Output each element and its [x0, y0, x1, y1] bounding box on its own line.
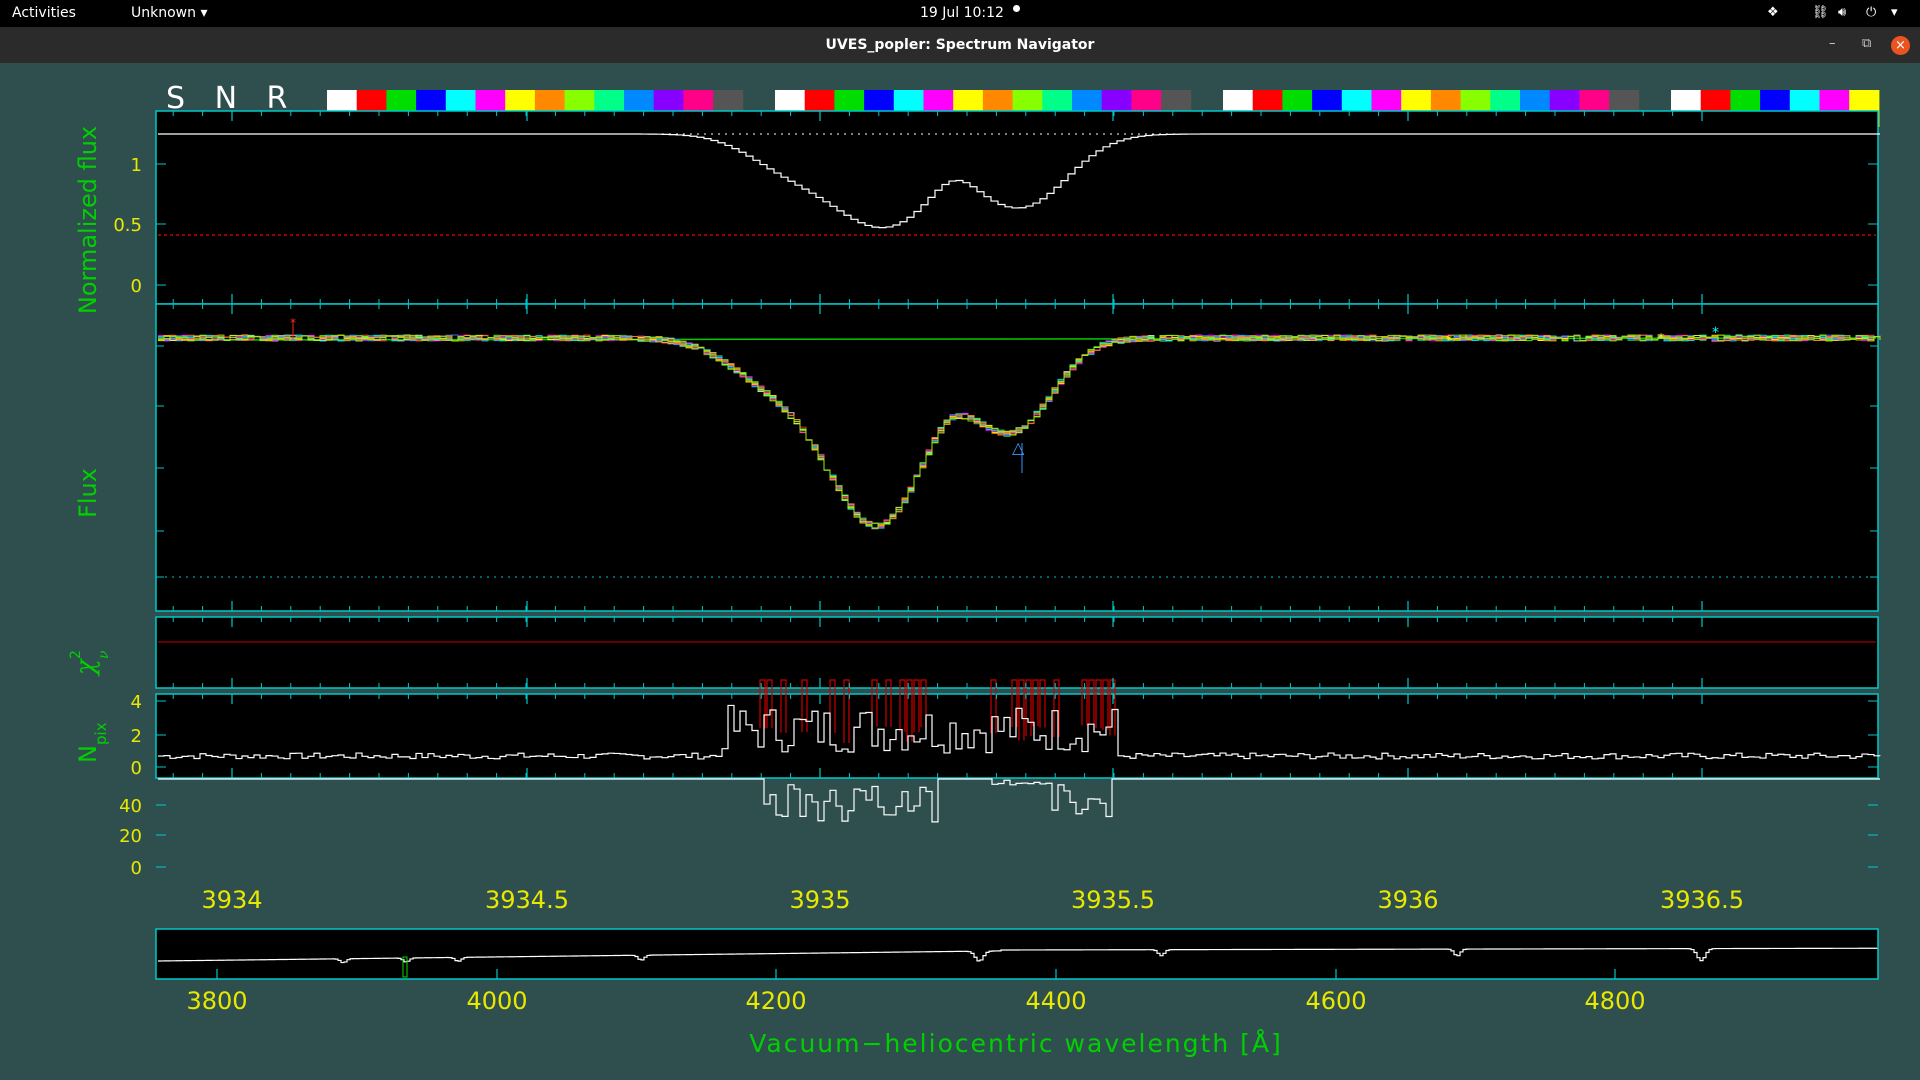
zoom-x-tick-label: 3936 [1377, 886, 1438, 914]
power-icon[interactable]: ⏻ [1866, 5, 1877, 20]
chi2-clipped-bar [843, 679, 850, 743]
flux-panel[interactable] [155, 303, 1879, 612]
chi2-clipped-bar [766, 679, 773, 729]
npix-y-tick-label: 0 [131, 858, 142, 879]
zoom-x-tick-label: 3934.5 [485, 886, 569, 914]
npix-trace [158, 778, 1880, 823]
chi2-clipped-bar [920, 679, 927, 728]
overview-x-tick-label: 4000 [466, 987, 527, 1015]
npix-axis-label: N pix [74, 722, 110, 763]
flux-axis-label: Flux [74, 468, 102, 518]
overview-panel[interactable] [155, 928, 1879, 980]
chi2-clipped-bar [1025, 679, 1032, 736]
chi2-y-tick-label: 0 [131, 758, 142, 779]
snr-label: S N R [166, 81, 297, 116]
zoom-x-tick-label: 3936.5 [1660, 886, 1744, 914]
chi2-clipped-bar [1011, 679, 1018, 728]
norm-y-tick-label: 0.5 [113, 215, 142, 236]
app-menu-button[interactable]: Unknown ▾ [131, 5, 207, 21]
flux-traces [158, 334, 1881, 530]
chi2-clipped-bar [1039, 679, 1046, 728]
chi2-clipped-bar [990, 679, 997, 734]
chi2-subscript: ν [96, 650, 112, 659]
chi2-y-tick-label: 4 [131, 692, 142, 713]
npix-y-tick-label: 20 [119, 826, 142, 847]
chi2-clipped-bar [759, 679, 766, 729]
overview-x-tick-label: 4800 [1584, 987, 1645, 1015]
overview-spectrum-trace [158, 947, 1878, 964]
chi2-clipped-bar [1053, 679, 1060, 738]
chi2-clipped-bar [1032, 679, 1039, 727]
close-icon[interactable]: × [1891, 36, 1910, 55]
volume-icon[interactable]: 🔊︎ [1838, 5, 1847, 20]
cyan-asterisk-marker: * [1712, 325, 1719, 341]
chi2-clipped-bar [1081, 679, 1088, 726]
chi2-clipped-bar [1102, 679, 1109, 730]
yellow-asterisk-marker: * [1446, 333, 1452, 347]
normalized-flux-trace [158, 133, 1880, 229]
chi2-clipped-bars [759, 679, 1116, 743]
minimize-icon[interactable]: – [1829, 36, 1836, 51]
overview-x-tick-label: 4400 [1025, 987, 1086, 1015]
chi2-panel[interactable] [155, 616, 1879, 689]
gnome-top-bar: Activities Unknown ▾ 19 Jul 10:12 ❖ ⛓ 🔊︎… [0, 0, 1920, 27]
chi2-clipped-bar [871, 679, 878, 727]
overview-x-tick-label: 4600 [1305, 987, 1366, 1015]
zoom-x-tick-label: 3935.5 [1071, 886, 1155, 914]
window-title: UVES_popler: Spectrum Navigator [825, 37, 1095, 53]
chi2-clipped-bar [899, 679, 906, 732]
chi2-clipped-bar [780, 679, 787, 733]
spectrum-navigator-canvas[interactable]: S N R * * * * △ 3934 3934.5 3935 3935.5 3936… [0, 63, 1920, 1080]
norm-y-tick-label: 0 [131, 276, 142, 297]
chevron-down-icon: ▾ [200, 5, 208, 21]
chi2-axis-label: χ ν 2 [68, 650, 112, 677]
chi2-clipped-bar [829, 679, 836, 733]
dropbox-icon[interactable]: ❖ [1767, 5, 1779, 20]
chi2-clipped-bar [1018, 679, 1025, 741]
app-menu-label: Unknown [131, 5, 196, 21]
chi2-symbol: χ [71, 657, 101, 677]
chi2-clipped-bar [913, 679, 920, 733]
chi2-superscript: 2 [68, 650, 84, 659]
overview-x-tick-label: 3800 [186, 987, 247, 1015]
flux-exposure-trace [158, 334, 1881, 529]
restore-icon[interactable]: ⧉ [1862, 36, 1872, 51]
npix-y-tick-label: 40 [119, 796, 142, 817]
wavelength-axis-label: Vacuum−heliocentric wavelength [Å] [749, 1029, 1283, 1058]
annotation-markers: * * * * △ [290, 316, 1719, 473]
chi2-clipped-bar [906, 679, 913, 742]
chi2-clipped-bar [1088, 679, 1095, 724]
npix-symbol: N [74, 745, 102, 763]
chi2-clipped-bar [885, 679, 892, 727]
notification-dot-icon [1013, 5, 1020, 12]
overview-window-marker[interactable] [402, 956, 408, 978]
blue-triangle-marker: △ [1012, 438, 1025, 457]
npix-subscript: pix [92, 722, 110, 745]
zoom-x-tick-label: 3934 [201, 886, 262, 914]
network-icon[interactable]: ⛓ [1812, 5, 1829, 20]
system-menu-chevron-icon[interactable]: ▾ [1891, 5, 1898, 20]
yellow-asterisk-marker: * [1658, 331, 1664, 345]
chi2-clipped-bar [801, 679, 808, 733]
normalized-flux-axis-label: Normalized flux [74, 126, 102, 314]
norm-y-tick-label: 1 [131, 155, 142, 176]
zoom-x-tick-label: 3935 [789, 886, 850, 914]
clock[interactable]: 19 Jul 10:12 [920, 5, 1004, 21]
activities-button[interactable]: Activities [12, 5, 76, 21]
chi2-y-tick-label: 2 [131, 726, 142, 747]
chi2-trace [158, 704, 1881, 760]
npix-panel[interactable] [155, 693, 1879, 779]
window-title-bar: UVES_popler: Spectrum Navigator – ⧉ × [0, 27, 1920, 64]
chi2-clipped-bar [1095, 679, 1102, 729]
overview-x-tick-label: 4200 [745, 987, 806, 1015]
